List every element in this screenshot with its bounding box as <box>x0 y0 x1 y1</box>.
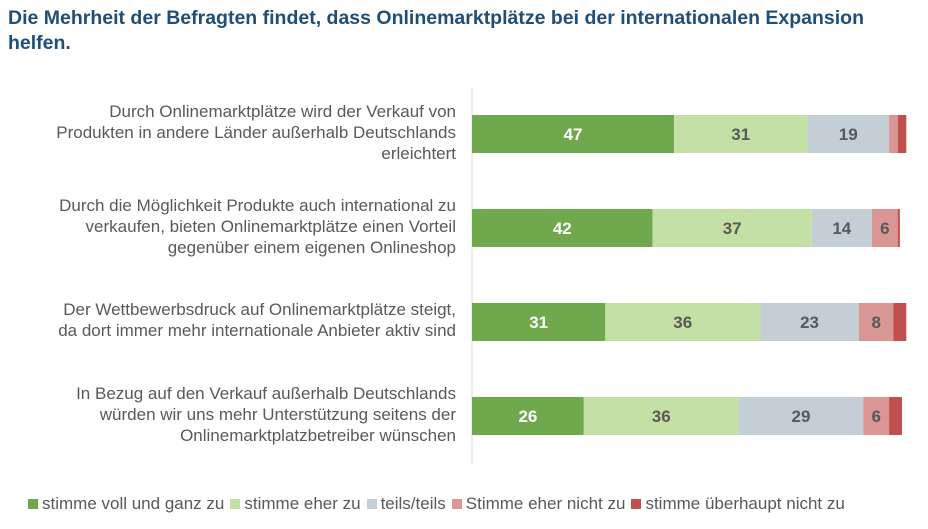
bar-segment-2-2 <box>652 209 812 247</box>
data-label-3-2: 36 <box>673 313 692 332</box>
legend-swatch <box>230 499 241 509</box>
data-label-2-1: 42 <box>553 219 572 238</box>
bar-segment-1-5 <box>897 115 907 153</box>
bar-segment-4-1 <box>472 397 584 435</box>
category-label-line: würden wir uns mehr Unterstützung seiten… <box>99 404 456 424</box>
bar-segment-4-3 <box>738 397 864 435</box>
legend-swatch <box>28 499 38 509</box>
bar-segment-3-5 <box>893 303 907 341</box>
bar-segment-3-4 <box>859 303 894 341</box>
chart-title: Die Mehrheit der Befragten findet, dass … <box>8 7 865 54</box>
legend-swatch <box>451 499 462 509</box>
category-label-line: Produkten in andere Länder außerhalb Deu… <box>56 122 456 142</box>
category-label-line: Durch Onlinemarktplätze wird der Verkauf… <box>109 101 456 121</box>
legend-item-3: teils/teils <box>366 494 446 514</box>
data-label-1-2: 31 <box>731 125 750 144</box>
data-label-3-3: 23 <box>800 313 819 332</box>
data-label-3-1: 31 <box>529 313 548 332</box>
legend-swatch <box>366 499 377 509</box>
bar-segment-3-1 <box>472 303 606 341</box>
data-label-4-4: 6 <box>871 407 880 426</box>
category-label-3: Der Wettbewerbsdruck auf Onlinemarktplät… <box>6 299 456 341</box>
legend-item-5: stimme überhaupt nicht zu <box>631 494 845 514</box>
legend-label: teils/teils <box>380 494 446 513</box>
legend-label: stimme eher zu <box>244 494 361 513</box>
data-label-3-4: 8 <box>871 313 880 332</box>
data-label-2-4: 6 <box>880 219 889 238</box>
category-label-line: In Bezug auf den Verkauf außerhalb Deuts… <box>76 383 456 403</box>
category-label-line: Durch die Möglichkeit Produkte auch inte… <box>59 195 456 215</box>
bar-segment-4-2 <box>583 397 739 435</box>
bar-segment-1-3 <box>807 115 890 153</box>
category-label-2: Durch die Möglichkeit Produkte auch inte… <box>6 195 456 258</box>
category-label-4: In Bezug auf den Verkauf außerhalb Deuts… <box>6 383 456 446</box>
bar-segment-3-2 <box>605 303 761 341</box>
legend: stimme voll und ganz zu stimme eher zu tei… <box>28 494 851 514</box>
data-label-2-2: 37 <box>723 219 742 238</box>
data-label-4-1: 26 <box>518 407 537 426</box>
category-label-line: erleichtert <box>381 143 456 163</box>
bar-segment-4-5 <box>889 397 902 435</box>
legend-label: Stimme eher nicht zu <box>465 494 626 513</box>
data-label-1-3: 19 <box>839 125 858 144</box>
legend-label: stimme voll und ganz zu <box>42 494 225 513</box>
bar-segment-3-3 <box>760 303 859 341</box>
bar-segment-4-4 <box>863 397 890 435</box>
bar-segment-2-1 <box>472 209 653 247</box>
data-label-1-1: 47 <box>564 125 583 144</box>
legend-swatch <box>631 499 642 509</box>
bar-segment-1-1 <box>472 115 675 153</box>
legend-item-1: stimme voll und ganz zu <box>28 494 224 514</box>
bar-segment-2-4 <box>871 209 898 247</box>
bar-segment-1-4 <box>889 115 898 153</box>
category-label-line: da dort immer mehr internationale Anbiet… <box>58 321 456 340</box>
legend-label: stimme überhaupt nicht zu <box>645 494 845 513</box>
data-label-2-3: 14 <box>832 219 851 238</box>
bar-segment-2-3 <box>811 209 872 247</box>
category-label-line: verkaufen, bieten Onlinemarktplätze eine… <box>85 216 456 236</box>
bar-segment-2-5 <box>897 209 900 247</box>
bar-segment-1-2 <box>674 115 808 153</box>
data-label-4-2: 36 <box>652 407 671 426</box>
category-label-1: Durch Onlinemarktplätze wird der Verkauf… <box>6 101 456 164</box>
category-label-line: gegenüber einem eigenen Onlineshop <box>167 237 456 257</box>
legend-item-2: stimme eher zu <box>230 494 361 514</box>
category-label-line: Der Wettbewerbsdruck auf Onlinemarktplät… <box>63 300 456 319</box>
data-label-4-3: 29 <box>791 407 810 426</box>
category-label-line: Onlinemarktplatzbetreiber wünschen <box>180 425 456 445</box>
legend-item-4: Stimme eher nicht zu <box>451 494 626 514</box>
